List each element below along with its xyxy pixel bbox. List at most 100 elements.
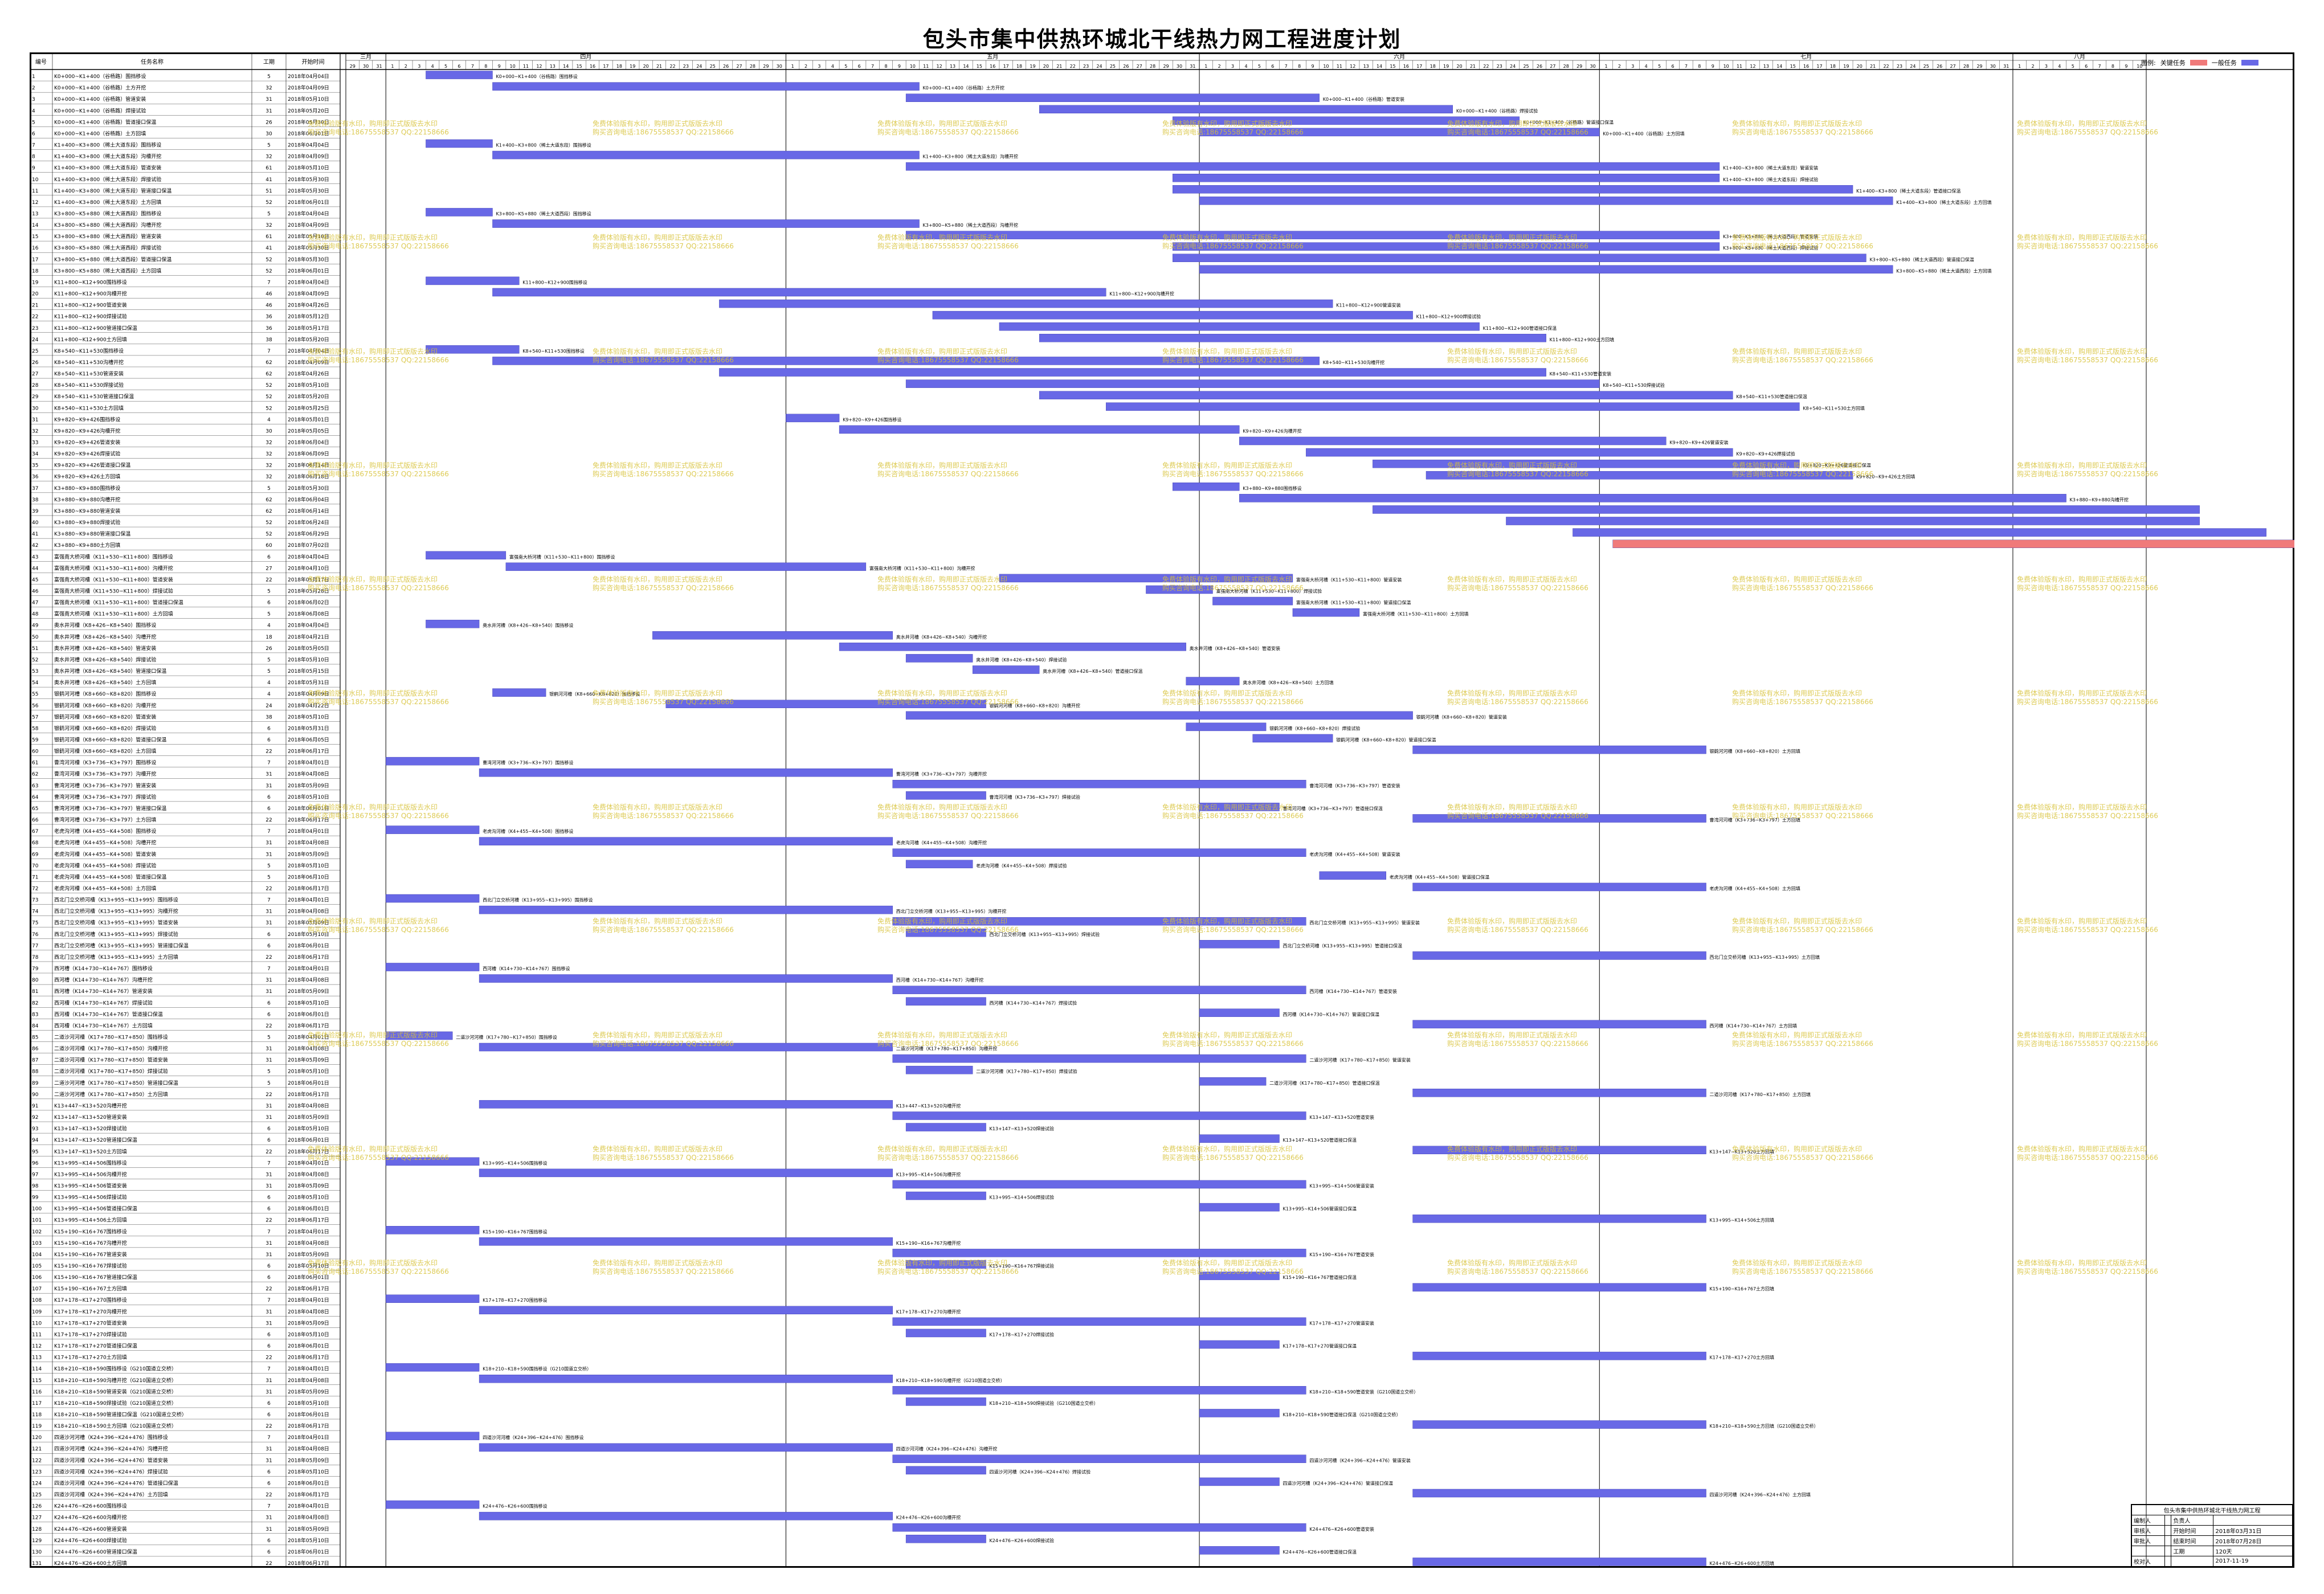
day-label: 4 [1244,64,1247,69]
day-label: 7 [471,64,474,69]
task-bar-label: K17+178~K17+270土方回填 [1710,1355,1775,1360]
day-label: 10 [1323,64,1329,69]
row-id: 125 [32,1493,42,1498]
row-name: K24+476~K26+600沟槽开挖 [54,1514,127,1521]
row-name: K8+540~K11+530围挡移设 [54,348,124,354]
row-duration: 52 [266,532,272,537]
row-id: 94 [32,1138,39,1143]
task-bar [1319,871,1386,880]
task-bar [892,1249,1306,1257]
row-name: K1+400~K3+800（稀土大道东段）围挡移设 [54,142,161,149]
day-label: 28 [1963,64,1969,69]
day-label: 31 [2003,64,2009,69]
row-id: 80 [32,978,39,983]
task-bar [479,1168,893,1178]
row-duration: 22 [266,1355,272,1361]
task-bar [479,1100,893,1109]
task-bar-label: K17+178~K17+270管道安装 [1309,1320,1374,1326]
row-start: 2018年06月01日 [288,1274,329,1281]
day-label: 17 [1416,64,1422,69]
task-bar [1199,1477,1280,1486]
day-label: 25 [1110,64,1116,69]
page-title: 包头市集中供热环城北干线热力网工程进度计划 [922,26,1402,52]
task-bar [892,1180,1306,1189]
task-bar-label: K15+190~K16+767围挡移设 [483,1229,548,1235]
task-bar-label: K8+540~K11+530管道安装 [1550,371,1611,377]
task-bar-label: 西北门立交桥河槽（K13+955~K13+995）管道安装 [1309,920,1420,926]
row-start: 2018年04月09日 [288,222,329,228]
row-name: 西河槽（K14+730~K14+767）管道安装 [54,988,153,995]
row-duration: 31 [266,989,272,995]
row-duration: 7 [267,829,271,835]
row-start: 2018年05月31日 [288,725,329,731]
row-duration: 5 [267,74,271,80]
row-name: K11+800~K12+900围挡移设 [54,279,127,285]
row-duration: 32 [266,223,272,228]
row-name: K3+800~K5+880（稀土大道西段）沟槽开挖 [54,222,161,228]
day-label: 7 [1285,64,1288,69]
row-start: 2018年06月14日 [288,508,329,514]
tb-cell [2131,1546,2166,1556]
row-name: 富强南大桥河槽（K11+530~K11+800）管道接口保温 [54,599,183,606]
row-start: 2018年04月04日 [288,553,329,560]
day-label: 21 [1870,64,1876,69]
task-bar [492,219,920,228]
month-label: 六月 [1394,54,1405,60]
task-bar [905,1065,973,1074]
task-bar [892,1523,1306,1532]
row-id: 33 [32,440,38,446]
day-label: 3 [818,64,820,69]
task-bar [479,905,893,914]
row-id: 12 [32,200,38,206]
row-name: K13+995~K14+506土方回填 [54,1217,127,1224]
row-duration: 46 [266,303,272,309]
tb-cell [2164,1515,2172,1526]
row-duration: 5 [267,1035,271,1040]
task-bar-label: 二道沙河河槽（K17+780~K17+850）管道接口保温 [1269,1080,1380,1086]
row-id: 130 [32,1550,42,1555]
day-label: 6 [458,64,460,69]
task-bar [386,1432,480,1440]
row-start: 2018年04月08日 [288,1240,329,1246]
day-label: 7 [2098,64,2101,69]
row-start: 2018年04月26日 [288,302,329,309]
row-start: 2018年04月08日 [288,1045,329,1052]
row-name: 西河槽（K14+730~K14+767）沟槽开挖 [54,976,153,983]
task-bar-label: K3+800~K5+880（稀土大道西段）土方回填 [1896,268,1991,273]
row-id: 83 [32,1012,38,1017]
row-id: 124 [32,1481,42,1486]
day-label: 26 [1937,64,1942,69]
day-label: 16 [1803,64,1809,69]
header-duration: 工期 [263,59,275,66]
task-bar-label: 四道沙河河槽（K24+396~K24+476）管道安装 [1309,1457,1411,1463]
row-name: 西北门立交桥河槽（K13+955~K13+995）管道安装 [54,919,178,926]
row-start: 2018年04月01日 [288,1159,329,1166]
chart-frame [30,52,2294,1568]
day-label: 9 [898,64,901,69]
row-start: 2018年05月09日 [288,851,329,857]
row-id: 95 [32,1149,38,1155]
row-start: 2018年06月24日 [288,519,329,526]
task-bar-label: K9+820~K9+426管道安装 [1669,440,1728,445]
row-id: 98 [32,1183,39,1189]
task-bar-label: 西河槽（K14+730~K14+767）焊接试验 [990,1000,1077,1006]
row-id: 20 [32,292,39,297]
task-bar-label: K15+190~K16+767焊接试验 [990,1263,1055,1269]
row-start: 2018年05月10日 [288,656,329,663]
task-bar [892,1054,1306,1063]
task-bar-label: 曹湾河河槽（K3+736~K3+797）焊接试验 [990,794,1080,800]
title-block: 包头市集中供热环城北干线热力网工程 编制人 负责人 审核人 开始时间 2018年… [2131,1504,2293,1567]
row-start: 2018年05月30日 [288,176,329,183]
month-label: 七月 [1800,54,1812,60]
day-label: 6 [1671,64,1674,69]
row-start: 2018年04月08日 [288,771,329,778]
day-label: 18 [1430,64,1436,69]
row-id: 85 [32,1035,38,1040]
task-bar-label: 二道沙河河槽（K17+780~K17+850）围挡移设 [456,1034,557,1040]
row-duration: 6 [267,1126,271,1132]
task-bar [386,757,480,766]
row-duration: 31 [266,783,272,789]
row-name: K13+447~K13+520沟槽开挖 [54,1102,127,1109]
row-duration: 31 [266,1321,272,1326]
task-bar-label: K0+000~K1+400（谷杨路）管道接口保温 [1523,119,1614,125]
